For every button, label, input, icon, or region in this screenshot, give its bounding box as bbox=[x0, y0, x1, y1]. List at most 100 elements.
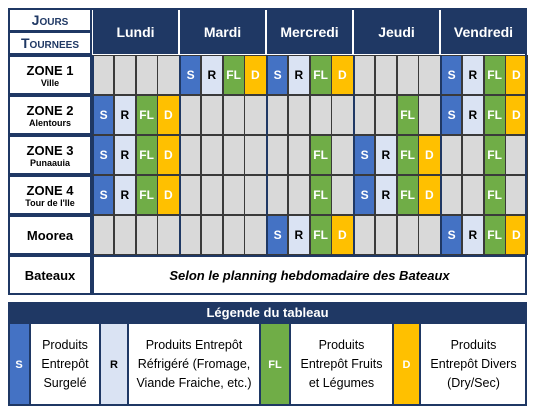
schedule-cell bbox=[200, 215, 223, 255]
schedule-cell: R bbox=[461, 95, 484, 135]
cell-code: D bbox=[425, 148, 434, 162]
legend-swatch: R bbox=[100, 323, 128, 406]
schedule-cell: R bbox=[374, 135, 397, 175]
schedule-cell bbox=[374, 215, 397, 255]
schedule-cell bbox=[331, 95, 354, 135]
legend-swatch: D bbox=[393, 323, 420, 406]
schedule-cell bbox=[92, 215, 115, 255]
schedule-cell bbox=[244, 175, 267, 215]
schedule-cell: S bbox=[440, 55, 463, 95]
schedule-cell: S bbox=[440, 95, 463, 135]
schedule-cell: R bbox=[113, 175, 136, 215]
schedule-cell bbox=[92, 55, 115, 95]
schedule-cell bbox=[200, 95, 223, 135]
schedule-cell bbox=[266, 95, 289, 135]
cell-code: R bbox=[294, 68, 304, 82]
schedule-cell bbox=[396, 215, 419, 255]
schedule-cell: FL bbox=[135, 175, 158, 215]
cell-code: D bbox=[338, 228, 347, 242]
schedule-cell: S bbox=[92, 175, 115, 215]
zone-label: Bateaux bbox=[24, 267, 76, 283]
zone-sublabel: Ville bbox=[40, 77, 60, 88]
cell-code: D bbox=[512, 228, 521, 242]
zone-label: Moorea bbox=[26, 227, 74, 243]
cell-code: D bbox=[338, 68, 347, 82]
schedule-cell bbox=[179, 215, 202, 255]
cell-code: FL bbox=[313, 68, 328, 82]
cell-code: R bbox=[468, 108, 478, 122]
schedule-cell: R bbox=[113, 95, 136, 135]
schedule-cell bbox=[244, 215, 267, 255]
schedule-cell: R bbox=[461, 55, 484, 95]
schedule-cell bbox=[287, 95, 310, 135]
schedule-cell: S bbox=[440, 215, 463, 255]
schedule-cell: D bbox=[331, 55, 354, 95]
cell-code: R bbox=[207, 68, 217, 82]
schedule-cell: R bbox=[200, 55, 223, 95]
day-header: Mardi bbox=[179, 8, 266, 55]
cell-code: D bbox=[425, 188, 434, 202]
schedule-cell bbox=[440, 175, 463, 215]
zone-label: ZONE 3 bbox=[26, 142, 74, 158]
schedule-cell bbox=[200, 175, 223, 215]
cell-code: FL bbox=[400, 108, 415, 122]
note-text: Selon le planning hebdomadaire des Batea… bbox=[169, 267, 450, 283]
zone-sublabel: Tour de l'Ile bbox=[25, 197, 75, 208]
legend-code: S bbox=[15, 358, 23, 371]
day-header: Jeudi bbox=[353, 8, 440, 55]
cell-code: S bbox=[99, 188, 108, 202]
zone-sublabel: Punaauia bbox=[29, 157, 70, 168]
schedule-cell bbox=[418, 55, 441, 95]
schedule-cell bbox=[157, 215, 180, 255]
schedule-cell bbox=[309, 95, 332, 135]
cell-code: R bbox=[120, 188, 130, 202]
schedule-cell: D bbox=[418, 135, 441, 175]
schedule-cell: FL bbox=[396, 95, 419, 135]
schedule-cell bbox=[157, 55, 180, 95]
cell-code: R bbox=[468, 68, 478, 82]
zone-label: ZONE 4 bbox=[26, 182, 74, 198]
cell-code: FL bbox=[313, 228, 328, 242]
day-label: Jeudi bbox=[378, 23, 415, 40]
cell-code: FL bbox=[139, 148, 154, 162]
schedule-cell bbox=[200, 135, 223, 175]
schedule-cell: FL bbox=[135, 95, 158, 135]
cell-code: FL bbox=[139, 188, 154, 202]
cell-code: FL bbox=[313, 188, 328, 202]
schedule-cell bbox=[353, 55, 376, 95]
schedule-cell: FL bbox=[483, 135, 506, 175]
schedule-cell: S bbox=[266, 215, 289, 255]
day-label: Lundi bbox=[116, 23, 155, 40]
corner-label: Tournees bbox=[20, 35, 79, 51]
schedule-cell: D bbox=[331, 215, 354, 255]
cell-code: FL bbox=[400, 188, 415, 202]
day-header: Vendredi bbox=[440, 8, 527, 55]
legend-code: R bbox=[110, 358, 118, 371]
cell-code: FL bbox=[487, 108, 502, 122]
cell-code: FL bbox=[487, 148, 502, 162]
schedule-cell bbox=[418, 215, 441, 255]
schedule-cell bbox=[353, 95, 376, 135]
schedule-cell bbox=[179, 135, 202, 175]
cell-code: S bbox=[99, 108, 108, 122]
schedule-cell: FL bbox=[222, 55, 245, 95]
cell-code: S bbox=[447, 68, 456, 82]
cell-code: D bbox=[164, 188, 173, 202]
cell-code: D bbox=[164, 108, 173, 122]
schedule-cell: D bbox=[244, 55, 267, 95]
zone-sublabel: Alentours bbox=[28, 117, 71, 128]
schedule-cell: S bbox=[179, 55, 202, 95]
schedule-cell bbox=[113, 55, 136, 95]
schedule-cell: S bbox=[266, 55, 289, 95]
cell-code: FL bbox=[400, 148, 415, 162]
legend-title-text: Légende du tableau bbox=[206, 305, 329, 320]
schedule-cell: FL bbox=[483, 215, 506, 255]
legend-label: Produits Entrepôt Fruits et Légumes bbox=[290, 323, 393, 406]
schedule-cell bbox=[287, 175, 310, 215]
legend-code: FL bbox=[268, 358, 282, 371]
schedule-cell: D bbox=[157, 175, 180, 215]
schedule-cell bbox=[461, 135, 484, 175]
schedule-cell bbox=[418, 95, 441, 135]
schedule-cell: FL bbox=[396, 135, 419, 175]
legend-label-text: Produits Entrepôt Surgelé bbox=[41, 338, 89, 390]
